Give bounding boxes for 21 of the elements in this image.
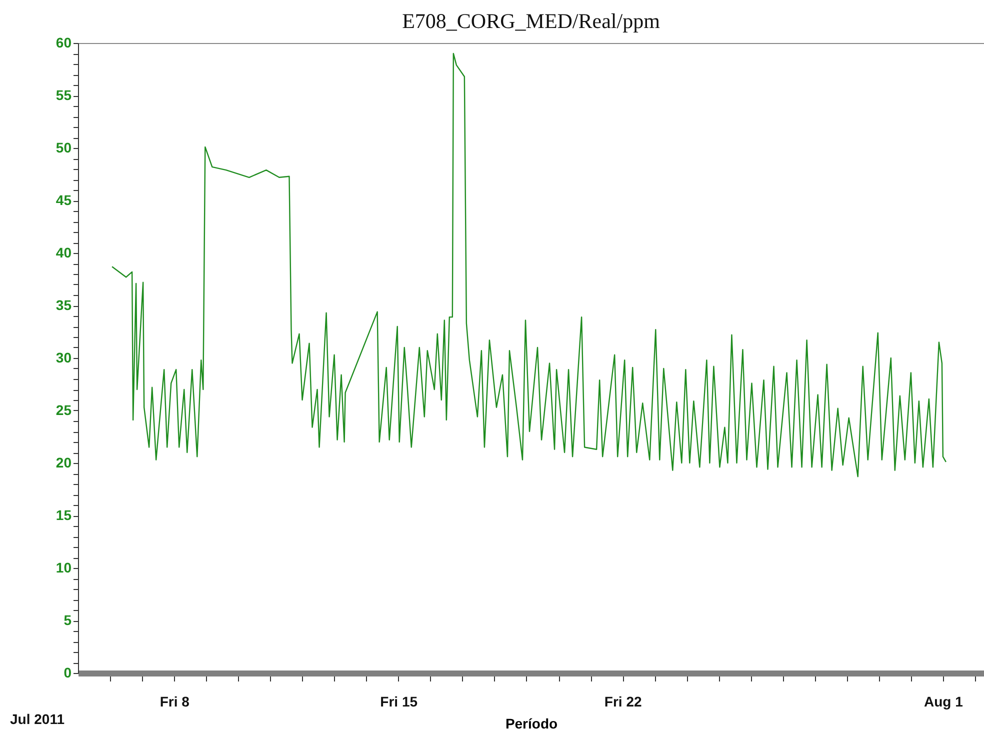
x-tick-label: Fri 22: [604, 694, 642, 710]
y-tick-label: 40: [56, 244, 72, 260]
y-tick-label: 45: [56, 192, 72, 208]
x-tick-label: Aug 1: [924, 694, 964, 710]
text: Jul 2011: [10, 711, 64, 727]
y-tick-label: 15: [56, 507, 72, 523]
y-tick-label: 55: [56, 87, 72, 103]
y-tick-label: 10: [56, 560, 72, 576]
chart-title: E708_CORG_MED/Real/ppm: [402, 9, 660, 33]
y-tick-label: 5: [64, 612, 72, 628]
y-tick-label: 50: [56, 140, 72, 156]
y-tick-label: 20: [56, 454, 72, 470]
x-tick-label: Fri 15: [380, 694, 418, 710]
y-tick-label: 0: [64, 664, 72, 680]
line-series: [111, 52, 947, 478]
y-tick-label: 30: [56, 350, 72, 366]
x-tick-label: Fri 8: [160, 694, 190, 710]
y-tick-label: 60: [56, 34, 72, 50]
y-tick-label: 35: [56, 297, 72, 313]
x-axis-title: Período: [505, 716, 558, 732]
y-tick-label: 25: [56, 402, 72, 418]
